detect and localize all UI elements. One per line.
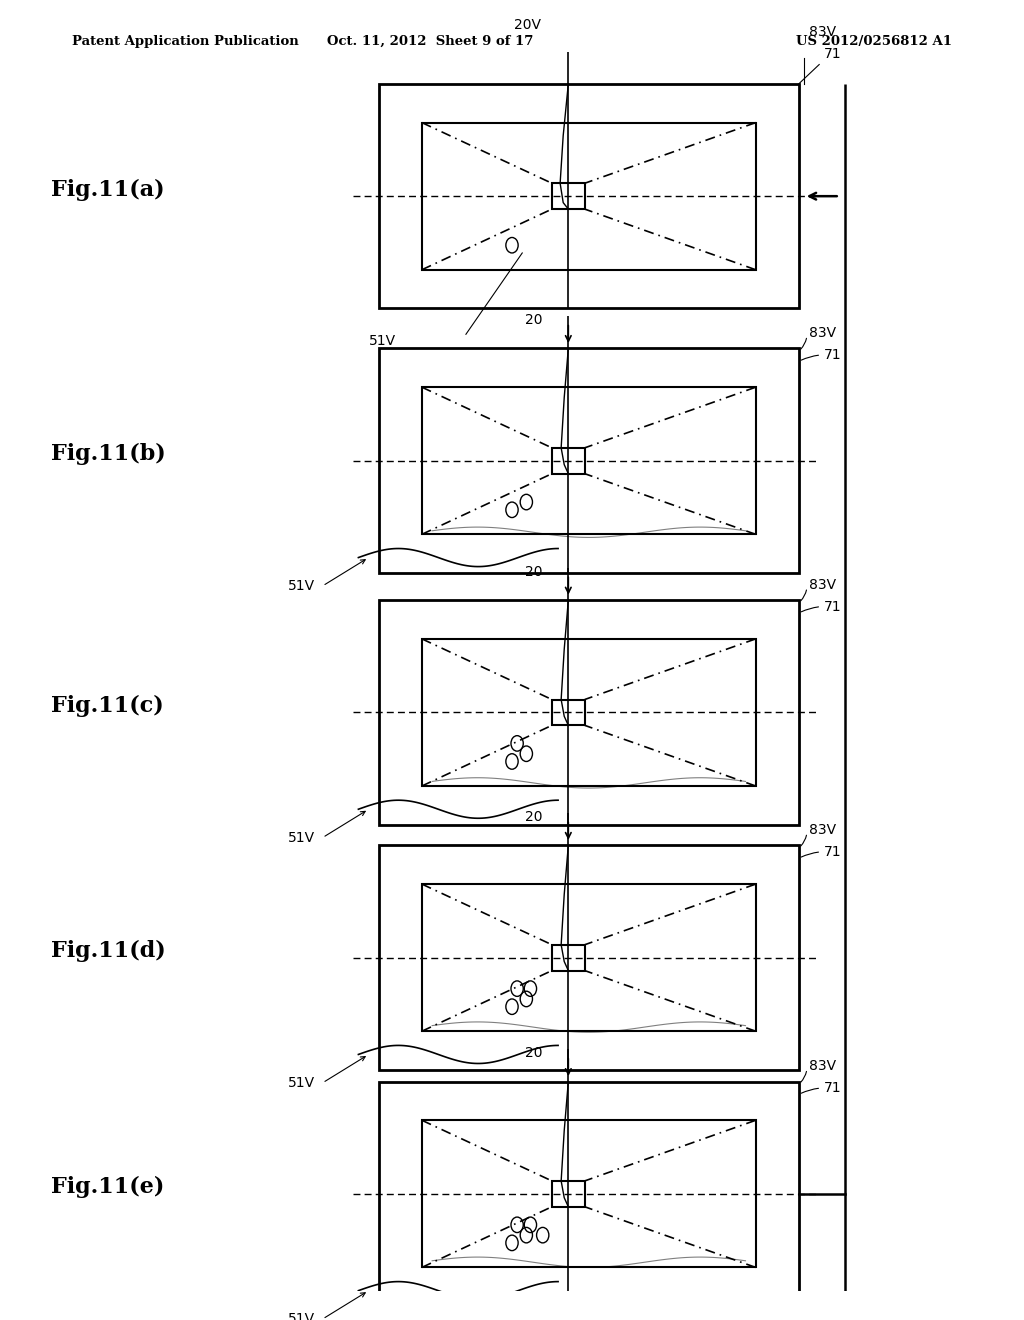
Bar [422,1121,756,1267]
Text: 71: 71 [824,46,842,61]
Bar [552,183,585,209]
Text: 83V: 83V [809,326,836,341]
Text: 71: 71 [824,1081,842,1096]
Text: Patent Application Publication: Patent Application Publication [72,34,298,48]
Text: 51V: 51V [289,579,315,593]
Text: 51V: 51V [289,1076,315,1090]
Bar [422,639,756,785]
Bar [422,387,756,535]
Text: 83V: 83V [809,578,836,591]
Text: Fig.11(b): Fig.11(b) [51,444,166,466]
Text: 51V: 51V [369,334,395,347]
Text: 20: 20 [525,1047,543,1060]
Text: 83V: 83V [809,822,836,837]
Text: 20: 20 [525,810,543,824]
Text: 71: 71 [824,348,842,362]
Text: 83V: 83V [809,1059,836,1073]
Text: Fig.11(c): Fig.11(c) [51,694,164,717]
Text: 71: 71 [824,599,842,614]
Text: 83V: 83V [809,25,836,38]
Text: 20: 20 [525,565,543,578]
Text: Fig.11(a): Fig.11(a) [51,178,165,201]
Text: 20: 20 [525,313,543,327]
Text: US 2012/0256812 A1: US 2012/0256812 A1 [797,34,952,48]
Text: 51V: 51V [289,1312,315,1320]
Bar [552,1181,585,1206]
Text: 51V: 51V [289,830,315,845]
Bar [379,348,799,573]
Bar [552,945,585,970]
Bar [422,884,756,1031]
Bar [379,1081,799,1305]
Text: 20V: 20V [514,18,541,32]
Bar [552,447,585,474]
Text: 71: 71 [824,845,842,859]
Bar [379,601,799,825]
Bar [379,84,799,309]
Bar [552,700,585,725]
Text: Fig.11(e): Fig.11(e) [51,1176,165,1199]
Text: Oct. 11, 2012  Sheet 9 of 17: Oct. 11, 2012 Sheet 9 of 17 [327,34,534,48]
Bar [379,845,799,1071]
Text: Fig.11(d): Fig.11(d) [51,940,166,962]
Bar [422,123,756,269]
